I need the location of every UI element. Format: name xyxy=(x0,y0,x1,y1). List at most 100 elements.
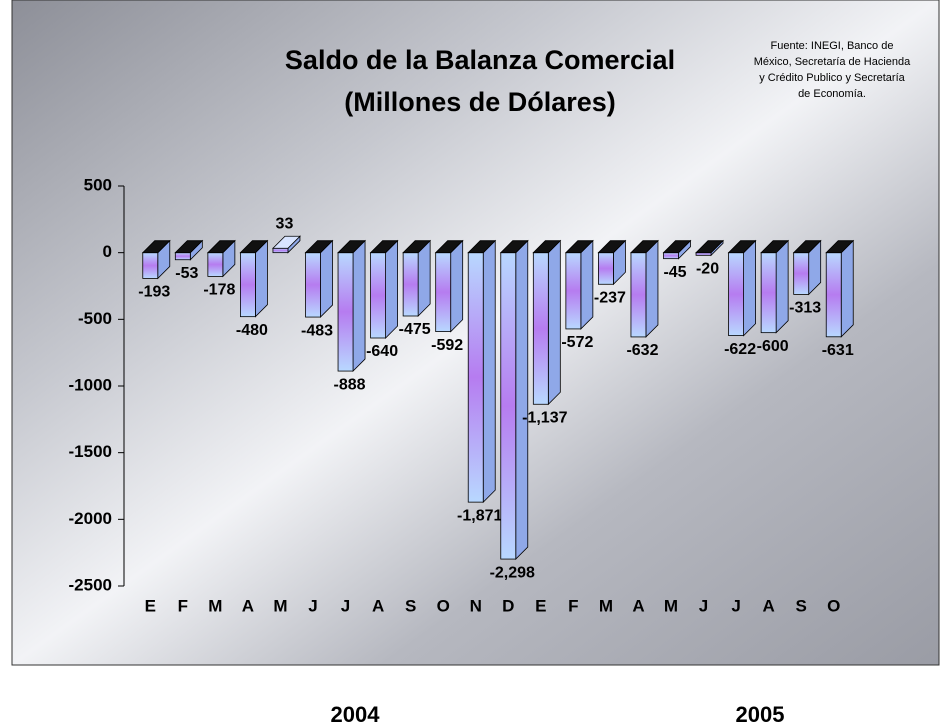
bar-top xyxy=(825,240,855,254)
value-label: -1,871 xyxy=(457,507,502,524)
bar xyxy=(663,252,679,260)
bar-top xyxy=(564,240,594,254)
x-tick-label: M xyxy=(599,596,613,615)
x-tick-label: J xyxy=(731,596,740,615)
value-label: -2,298 xyxy=(490,564,535,581)
bar xyxy=(370,252,386,339)
bar-top xyxy=(792,240,822,254)
x-tick-label: O xyxy=(827,596,840,615)
bar-top xyxy=(532,240,562,254)
bar xyxy=(467,252,484,503)
bar xyxy=(272,247,289,254)
x-tick-label: D xyxy=(502,596,514,615)
bar-side xyxy=(385,239,398,339)
value-label: -20 xyxy=(696,261,719,278)
y-tick-label: -2500 xyxy=(69,575,112,594)
value-label: 33 xyxy=(276,215,294,232)
bar-side xyxy=(580,239,594,330)
value-label: -475 xyxy=(399,321,431,338)
x-tick-label: A xyxy=(762,596,774,615)
bar xyxy=(728,252,744,337)
y-tick-label: 500 xyxy=(84,175,112,194)
bar xyxy=(500,252,517,560)
bar-side xyxy=(743,239,756,337)
bar-top xyxy=(695,240,725,254)
bar-side xyxy=(840,239,854,338)
bar-top xyxy=(206,240,236,254)
x-tick-label: M xyxy=(664,596,678,615)
value-label: -632 xyxy=(626,342,658,359)
value-label: -631 xyxy=(822,342,854,359)
bar-top xyxy=(662,240,692,254)
bar-side xyxy=(645,239,659,338)
bar xyxy=(142,252,159,279)
y-tick-label: -1500 xyxy=(69,442,112,461)
bar-side xyxy=(450,239,464,333)
bar-top xyxy=(239,240,269,254)
bar xyxy=(305,252,321,318)
x-tick-label: N xyxy=(470,596,482,615)
chart-title: Saldo de la Balanza Comercial xyxy=(285,45,675,75)
bar-top xyxy=(727,240,757,254)
bar-top xyxy=(271,235,301,249)
y-tick-label: -2000 xyxy=(69,509,112,528)
bar-side xyxy=(320,239,333,319)
source-line: México, Secretaría de Hacienda xyxy=(754,56,911,68)
bar xyxy=(598,252,614,285)
value-label: -1,137 xyxy=(522,409,567,426)
bar xyxy=(760,252,777,334)
bar-side xyxy=(255,239,268,318)
bar-side xyxy=(515,239,529,561)
value-label: -888 xyxy=(334,376,366,393)
bar-top xyxy=(304,240,334,254)
bar xyxy=(825,252,842,338)
bar-top xyxy=(174,240,204,254)
bar xyxy=(565,252,582,330)
bar-top xyxy=(434,240,464,254)
bar xyxy=(402,252,419,317)
x-tick-label: F xyxy=(178,596,188,615)
value-label: -313 xyxy=(789,300,821,317)
bar-side xyxy=(352,239,366,373)
value-label: -572 xyxy=(561,334,593,351)
bar xyxy=(793,252,810,295)
value-label: -600 xyxy=(757,338,789,355)
value-label: -622 xyxy=(724,341,756,358)
x-tick-label: A xyxy=(242,596,254,615)
x-tick-label: M xyxy=(273,596,287,615)
bar xyxy=(337,252,354,372)
x-tick-label: A xyxy=(632,596,644,615)
value-label: -480 xyxy=(236,322,268,339)
value-label: -640 xyxy=(366,343,398,360)
year-label: 2004 xyxy=(331,702,381,727)
x-tick-label: J xyxy=(699,596,708,615)
x-tick-label: J xyxy=(341,596,350,615)
x-tick-label: E xyxy=(535,596,546,615)
bar-side xyxy=(775,239,789,334)
source-line: Fuente: INEGI, Banco de xyxy=(771,40,894,52)
bar xyxy=(630,252,647,338)
value-label: -53 xyxy=(175,265,198,282)
x-tick-label: M xyxy=(208,596,222,615)
x-tick-label: S xyxy=(796,596,807,615)
x-tick-label: A xyxy=(372,596,384,615)
bar-top xyxy=(369,240,399,254)
x-tick-label: F xyxy=(568,596,578,615)
year-label: 2005 xyxy=(736,702,785,727)
bar-top xyxy=(760,240,790,254)
chart-title: (Millones de Dólares) xyxy=(344,87,616,117)
bar xyxy=(532,252,549,405)
x-tick-label: O xyxy=(437,596,450,615)
value-label: -45 xyxy=(663,264,686,281)
bar-top xyxy=(337,240,367,254)
source-line: de Economía. xyxy=(798,88,866,100)
bar-top xyxy=(629,240,659,254)
value-label: -592 xyxy=(431,337,463,354)
bar-side xyxy=(417,239,431,317)
value-label: -483 xyxy=(301,322,333,339)
source-note: Fuente: INEGI, Banco de México, Secretar… xyxy=(754,40,911,100)
bar-top xyxy=(499,240,529,254)
bar-top xyxy=(597,240,627,254)
x-tick-label: S xyxy=(405,596,416,615)
y-tick-label: -1000 xyxy=(69,375,112,394)
